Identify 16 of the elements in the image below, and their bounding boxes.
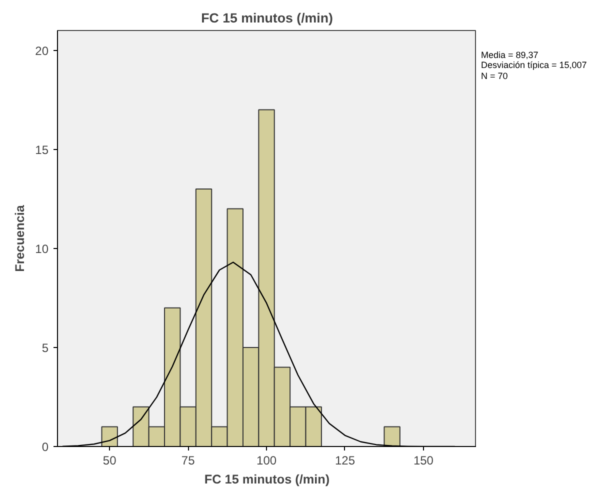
y-axis-title: Frecuencia (13, 204, 28, 272)
y-tick-label: 0 (42, 440, 49, 454)
x-tick-label: 100 (256, 454, 277, 468)
x-tick-label: 50 (102, 454, 117, 468)
x-tick-label: 150 (413, 454, 434, 468)
y-tick-label: 10 (35, 242, 49, 256)
y-tick-label: 5 (42, 340, 49, 355)
text: Media = 89,37 (481, 50, 538, 60)
x-tick-label: 75 (181, 454, 196, 468)
y-tick-label: 20 (35, 44, 49, 58)
x-tick-label: 125 (334, 454, 356, 468)
y-tick-label: 15 (35, 142, 49, 157)
x-axis-title: FC 15 minutos (/min) (204, 472, 330, 486)
text: N = 70 (481, 70, 508, 81)
chart-title: FC 15 minutos (/min) (201, 10, 333, 26)
text: Desviación típica = 15,007 (481, 60, 587, 70)
